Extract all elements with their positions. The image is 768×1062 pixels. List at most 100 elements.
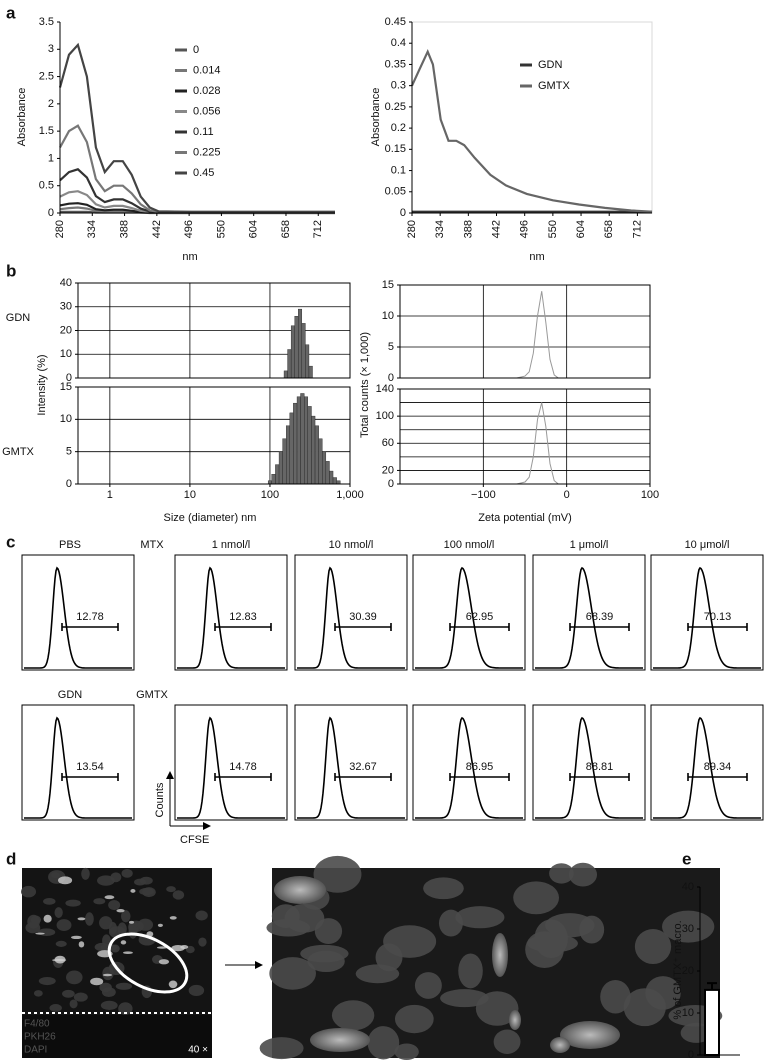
nucleus (118, 1002, 133, 1015)
y-tick-label: 0.1 (391, 164, 406, 176)
y-tick-label: 3.5 (39, 16, 54, 28)
y-tick-label: 0.25 (385, 101, 406, 113)
histogram-bar (271, 474, 276, 485)
stain (120, 940, 127, 945)
gate-value: 70.13 (704, 611, 732, 623)
stain (35, 932, 45, 935)
stain-label: F4/80 (24, 1019, 50, 1030)
flow-histogram (177, 716, 285, 819)
legend-label: 0.45 (193, 167, 214, 179)
treatment-label: MTX (140, 539, 164, 551)
nucleus (128, 924, 138, 939)
y-tick-label: 2.5 (39, 70, 54, 82)
y-tick-label: 0.35 (385, 58, 406, 70)
bar (704, 988, 720, 1057)
x-axis-label: Size (diameter) nm (164, 512, 257, 524)
y-tick-label: 0.3 (391, 80, 406, 92)
stain (310, 1028, 370, 1052)
stain (156, 946, 168, 949)
nucleus (188, 984, 205, 997)
y-tick-label: 1 (48, 152, 54, 164)
y-tick-label: 20 (60, 324, 72, 336)
y-tick-label: 40 (60, 277, 72, 289)
y-tick-label: 3 (48, 43, 54, 55)
nucleus (414, 972, 442, 999)
histogram-bar (286, 425, 291, 485)
y-tick-label: 0 (66, 478, 72, 490)
flow-histogram (24, 716, 132, 819)
nucleus (259, 1037, 304, 1060)
y-tick-label: 0.4 (391, 37, 406, 49)
gate (687, 773, 748, 781)
x-tick-label: 496 (519, 220, 531, 238)
legend-label: GDN (538, 59, 563, 71)
nucleus (37, 928, 56, 936)
y-tick-label: 10 (382, 310, 394, 322)
flow-histogram (653, 716, 761, 819)
x-tick-label: 1,000 (336, 489, 364, 501)
gate (449, 623, 510, 631)
x-tick-label: 100 (641, 489, 659, 501)
histogram-bar (325, 461, 330, 485)
nucleus (375, 943, 403, 972)
nucleus (21, 885, 37, 898)
stain (116, 908, 125, 913)
x-tick-label: 658 (280, 220, 292, 238)
nucleus (65, 970, 83, 985)
nucleus (313, 855, 362, 893)
gate-value: 68.39 (586, 611, 614, 623)
nucleus (137, 918, 154, 931)
histogram-bar (307, 406, 312, 485)
gate (569, 773, 630, 781)
panel-label: d (6, 849, 16, 868)
y-tick-label: 100 (376, 410, 394, 422)
concentration-label: 1 nmol/l (212, 539, 251, 551)
y-tick-label: 0.05 (385, 186, 406, 198)
gate-value: 62.95 (466, 611, 494, 623)
stain (492, 933, 508, 977)
histogram-bar (278, 451, 283, 485)
y-tick-label: 60 (382, 437, 394, 449)
flow-histogram (297, 716, 405, 819)
flow-frame (21, 704, 135, 821)
plot-frame (77, 386, 351, 485)
y-tick-label: 10 (60, 348, 72, 360)
nucleus (172, 890, 185, 900)
legend-label: 0 (193, 44, 199, 56)
nucleus (65, 899, 81, 907)
nucleus (300, 944, 349, 963)
gate-value: 32.67 (349, 761, 377, 773)
legend-label: GMTX (538, 80, 570, 92)
nucleus (55, 940, 67, 947)
gate-value: 14.78 (229, 761, 257, 773)
x-tick-label: 0 (564, 489, 570, 501)
nucleus (56, 919, 72, 932)
y-tick-label: 40 (682, 881, 694, 893)
nucleus (568, 862, 598, 887)
plot-frame (399, 284, 651, 379)
nucleus (43, 897, 56, 905)
x-tick-label: 1 (107, 489, 113, 501)
nucleus (545, 913, 595, 938)
nucleus (166, 886, 176, 893)
nucleus (93, 898, 106, 905)
flow-histogram (24, 566, 132, 669)
nucleus (394, 1004, 434, 1034)
x-tick-label: 712 (631, 220, 643, 238)
nucleus (367, 1026, 400, 1060)
x-tick-label: 388 (462, 220, 474, 238)
stain (104, 895, 115, 900)
magnification: 40 × (188, 1045, 208, 1056)
gate (334, 623, 392, 631)
nucleus (438, 909, 463, 937)
gate (449, 773, 510, 781)
y-axis-label: % of GMTX⁺ macro. (672, 920, 684, 1019)
nucleus (85, 912, 94, 926)
y-tick-label: 30 (60, 301, 72, 313)
x-tick-label: 496 (183, 220, 195, 238)
nucleus (50, 872, 60, 879)
stain (77, 917, 86, 921)
histogram-bar (305, 344, 310, 379)
concentration-label: 1 μmol/l (570, 539, 609, 551)
histogram-bar (298, 308, 303, 379)
